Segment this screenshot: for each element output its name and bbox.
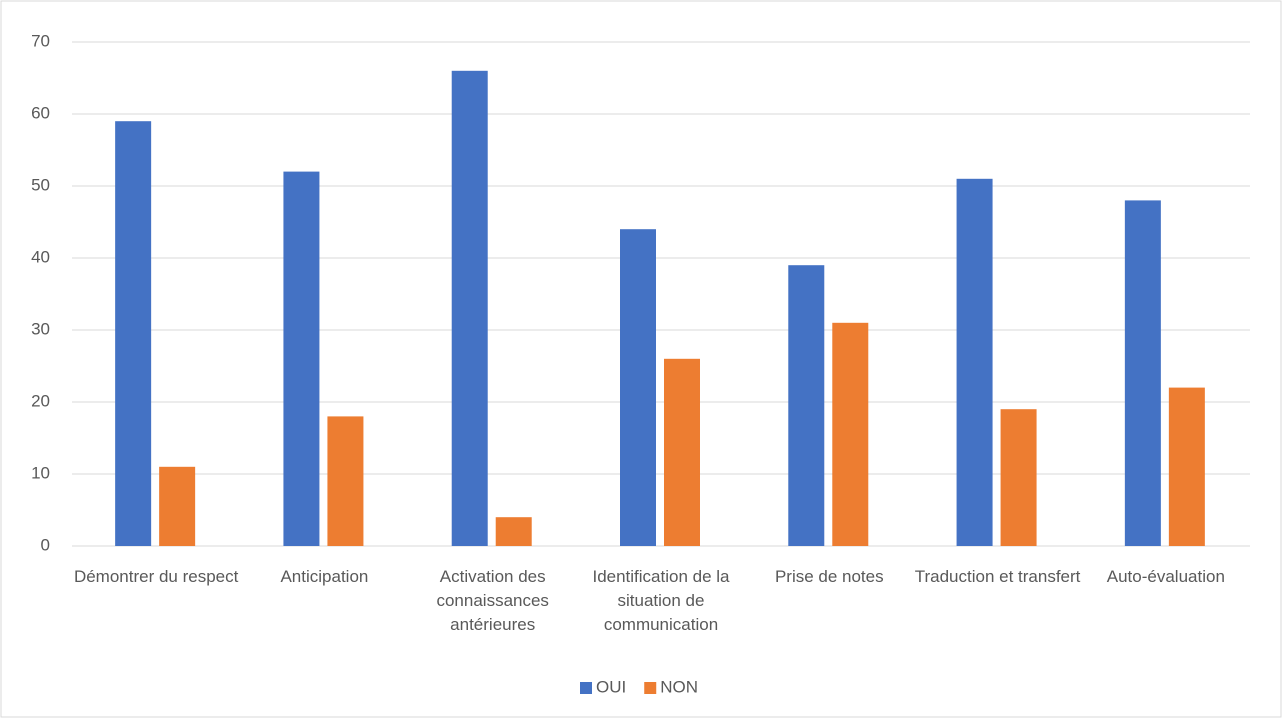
y-tick-label: 10 — [31, 463, 50, 482]
bar — [451, 70, 488, 547]
legend-swatch — [644, 682, 657, 694]
x-tick-label: Auto-évaluation — [1106, 567, 1225, 586]
x-tick-label: Prise de notes — [774, 567, 884, 586]
bar — [1000, 409, 1037, 546]
x-tick-label: Démontrer du respect — [73, 567, 239, 586]
x-tick-label: Anticipation — [280, 567, 369, 586]
bar — [115, 121, 152, 546]
bar — [327, 416, 364, 546]
bar — [1124, 200, 1161, 546]
y-tick-label: 50 — [31, 175, 50, 194]
y-tick-label: 60 — [31, 103, 50, 122]
bar — [283, 171, 320, 546]
y-tick-label: 70 — [31, 31, 50, 50]
bar — [788, 265, 825, 546]
bar — [664, 358, 700, 546]
bar — [495, 517, 532, 546]
bar — [1168, 387, 1205, 546]
x-tick-label: Activation des connaissances antérieures — [436, 567, 549, 634]
y-tick-label: 20 — [31, 391, 50, 410]
x-tick-label: Traduction et transfert — [914, 567, 1081, 586]
y-tick-label: 40 — [31, 247, 50, 266]
bar — [956, 178, 993, 547]
bar — [159, 466, 196, 546]
y-tick-label: 0 — [41, 535, 50, 554]
bar — [832, 322, 869, 546]
legend-label: OUI — [596, 677, 626, 696]
legend-label: NON — [660, 677, 698, 696]
legend-swatch — [580, 682, 592, 694]
x-tick-label: Identification de la situation de commun… — [592, 567, 730, 634]
y-tick-label: 30 — [31, 319, 50, 338]
bar — [620, 229, 656, 546]
